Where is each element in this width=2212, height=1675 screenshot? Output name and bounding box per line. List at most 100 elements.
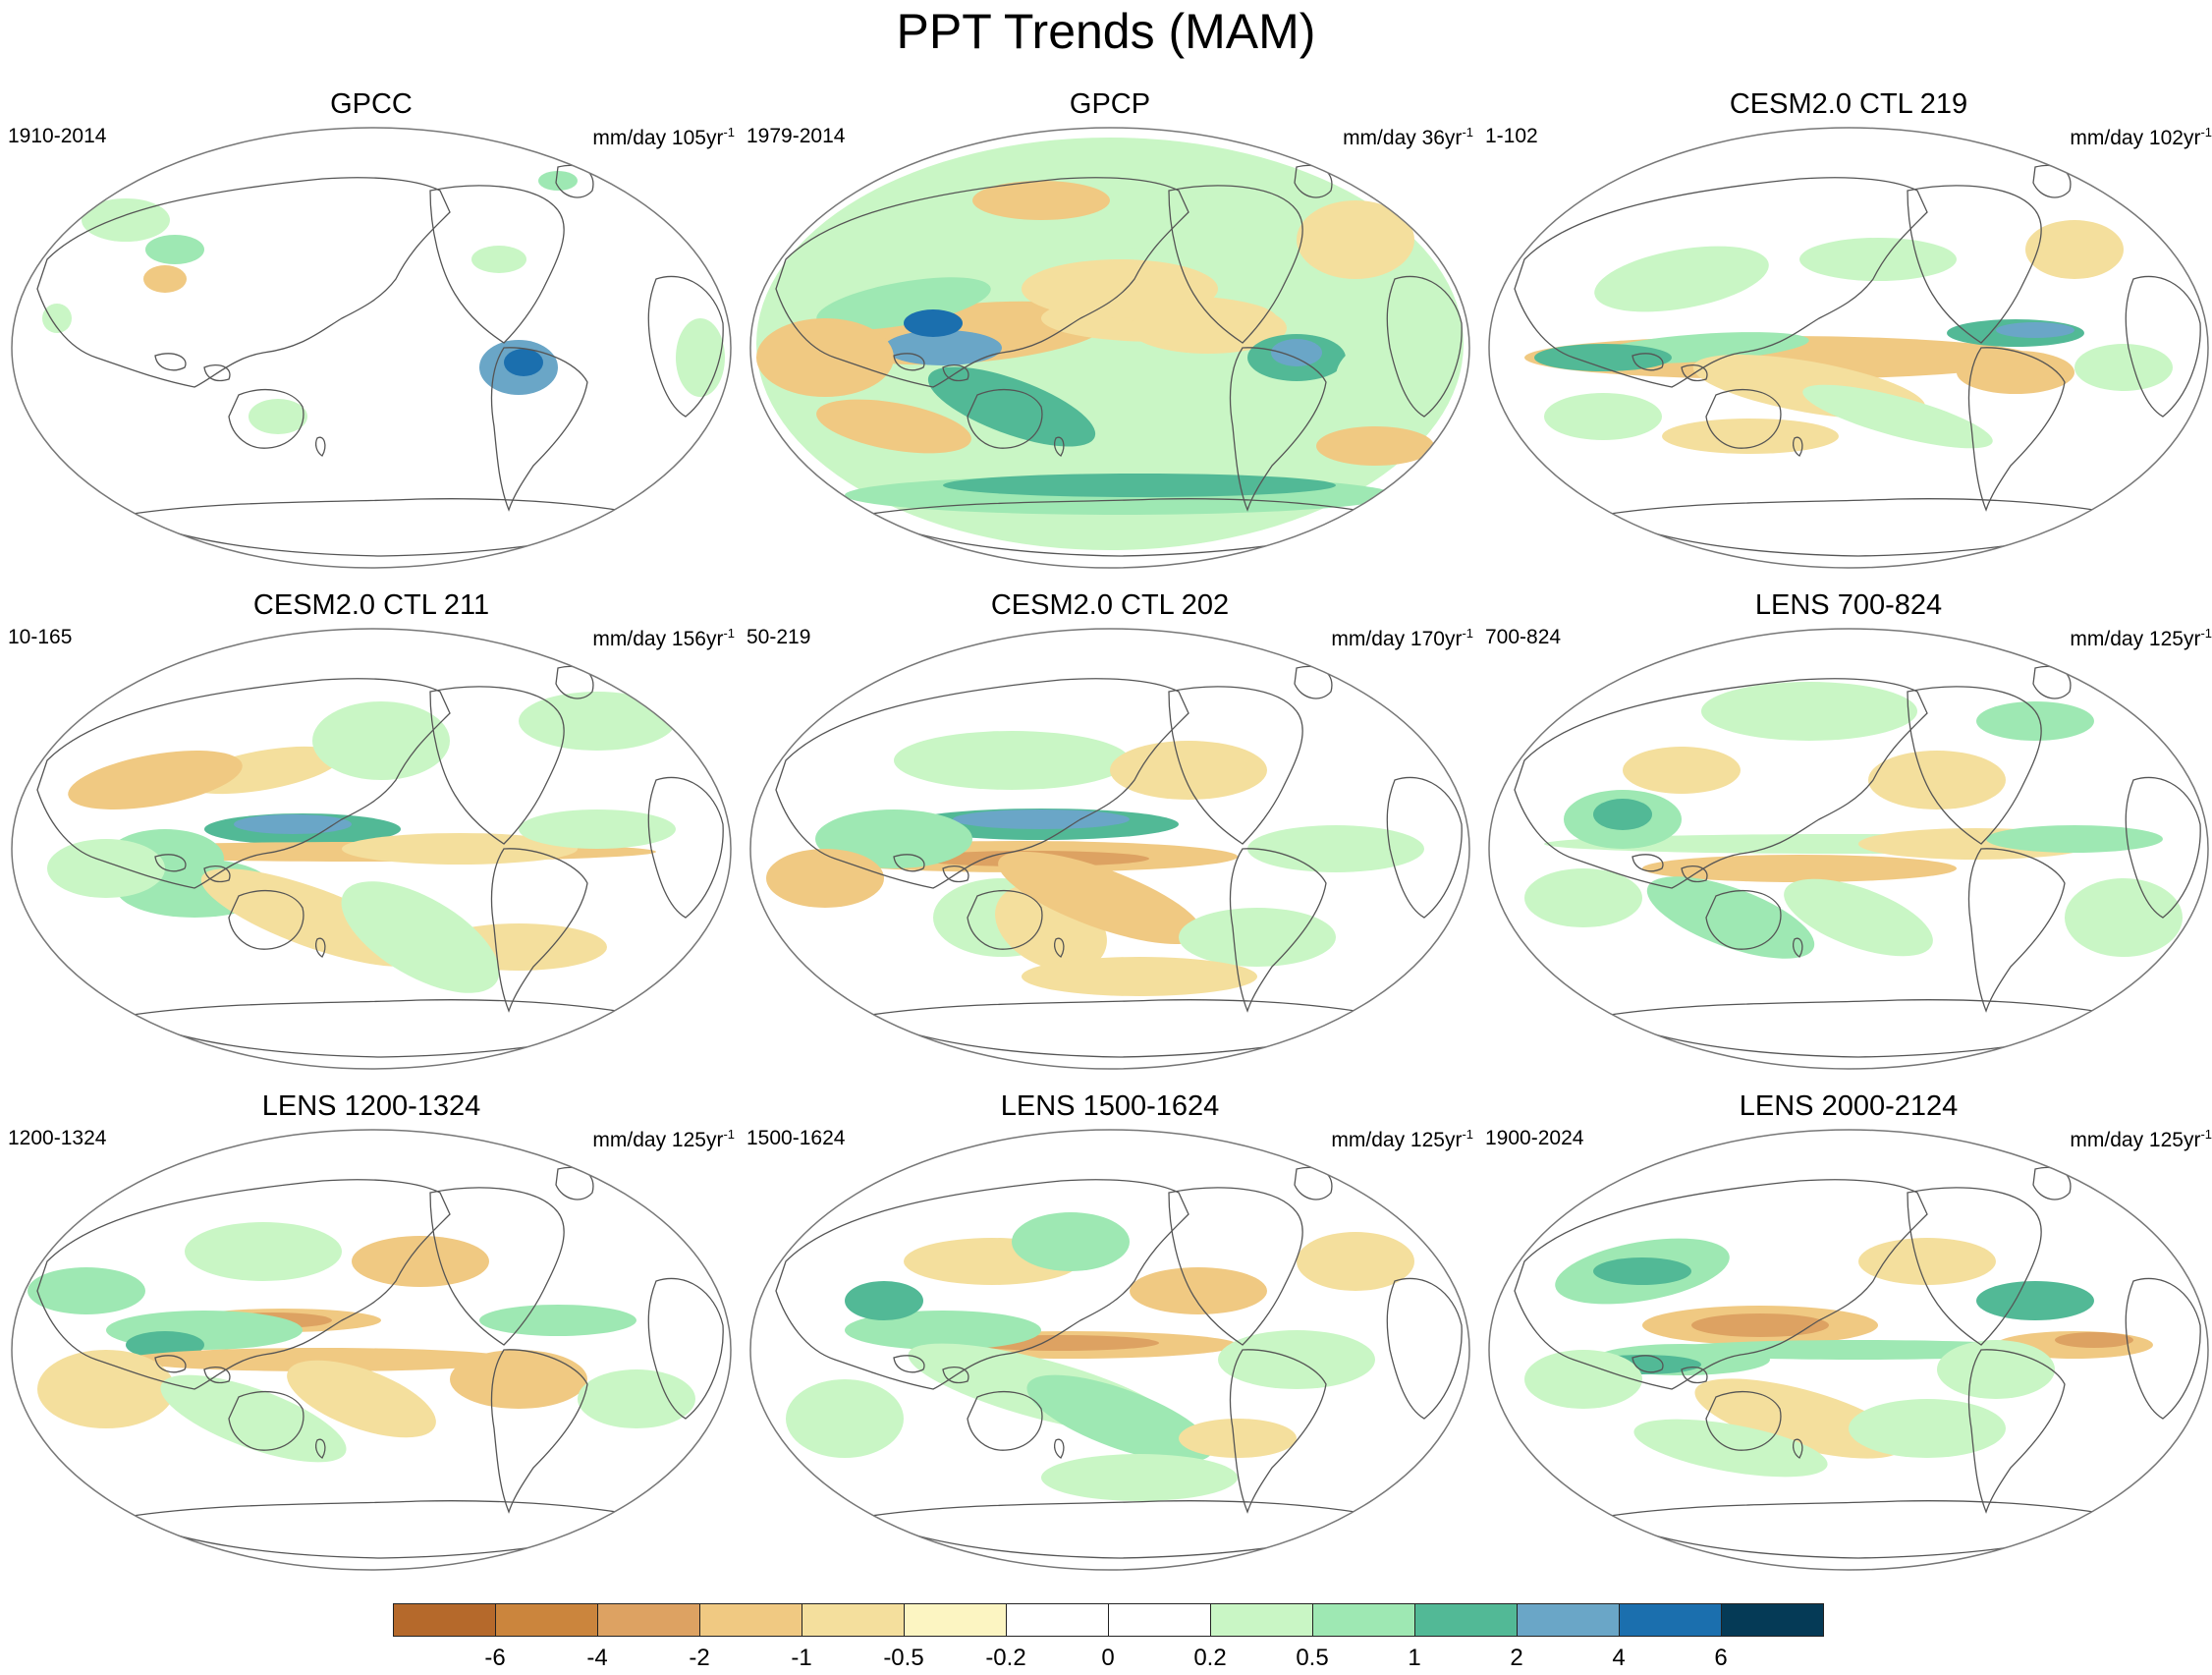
- panel-units-text: mm/day 170yr: [1331, 628, 1463, 650]
- trend-field: [1662, 419, 1839, 454]
- colorbar-swatch: [495, 1603, 598, 1637]
- colorbar-swatch: [904, 1603, 1007, 1637]
- coastline: [1907, 1187, 2042, 1346]
- colorbar-swatch: [1108, 1603, 1211, 1637]
- coastline: [942, 1367, 969, 1384]
- coastline: [203, 865, 231, 883]
- trend-field: [1022, 259, 1218, 318]
- panel-period: 10-165: [8, 626, 73, 648]
- coastline: [1168, 1187, 1303, 1346]
- trend-field: [126, 1348, 519, 1371]
- trend-field: [1858, 1238, 1996, 1285]
- trend-field: [352, 1236, 489, 1287]
- coastline: [967, 1391, 1043, 1451]
- map-panel: LENS 1500-1624 1500-1624 mm/day 125yr-1: [747, 1089, 1473, 1571]
- trend-field: [37, 1350, 175, 1428]
- colorbar-swatch: [1414, 1603, 1518, 1637]
- coastline: [1168, 686, 1303, 845]
- coastline: [1054, 1438, 1065, 1459]
- trend-field: [1594, 246, 1769, 312]
- trend-field: [786, 1379, 904, 1458]
- trend-field: [1080, 191, 1238, 250]
- trend-field: [904, 309, 963, 337]
- trend-field: [538, 171, 578, 191]
- world-map: [749, 628, 1470, 1070]
- colorbar-label: 6: [1714, 1645, 1728, 1671]
- panel-title: CESM2.0 CTL 211: [252, 589, 490, 621]
- world-map: [749, 127, 1470, 569]
- trend-field: [1623, 747, 1741, 794]
- map-border: [1488, 127, 2209, 569]
- map-panel: CESM2.0 CTL 202 50-219 mm/day 170yr-1: [747, 587, 1473, 1070]
- trend-field: [1593, 799, 1652, 830]
- trend-field: [312, 701, 450, 780]
- coastline: [154, 1355, 187, 1373]
- coastline: [1705, 890, 1782, 950]
- panel-units: mm/day 36yr-1: [1343, 120, 1473, 151]
- world-map: [11, 127, 732, 569]
- panel-title: LENS 2000-2124: [1739, 1090, 1959, 1122]
- trend-field: [1691, 1313, 1829, 1337]
- coastline: [1386, 1277, 1463, 1420]
- map-border: [11, 1129, 732, 1571]
- coastline: [775, 1179, 1189, 1390]
- coastline: [1793, 436, 1803, 457]
- coastline: [1681, 1367, 1708, 1384]
- panel-title: CESM2.0 CTL 202: [990, 589, 1230, 621]
- trend-field: [287, 1360, 436, 1438]
- trend-field: [578, 1369, 695, 1428]
- coastline: [1631, 353, 1664, 371]
- panel-units: mm/day 170yr-1: [1331, 621, 1473, 652]
- world-map: [1488, 127, 2209, 569]
- coastline: [429, 1187, 565, 1346]
- panel-units-exponent: -1: [1462, 1127, 1473, 1142]
- trend-field: [766, 849, 884, 908]
- coastline: [154, 854, 187, 872]
- panel-period: 1910-2014: [8, 125, 107, 147]
- trend-field: [1593, 1257, 1691, 1285]
- coastline: [228, 1391, 304, 1451]
- coastline: [967, 890, 1043, 950]
- map-panel: CESM2.0 CTL 211 10-165 mm/day 156yr-1: [8, 587, 735, 1070]
- trend-field: [2025, 220, 2124, 279]
- colorbar-label: 1: [1408, 1645, 1421, 1671]
- coastline: [1168, 185, 1303, 344]
- map-border: [749, 127, 1470, 569]
- panel-units: mm/day 125yr-1: [2070, 1122, 2212, 1153]
- colorbar-label: 2: [1510, 1645, 1523, 1671]
- coastline: [1793, 1438, 1803, 1459]
- coastline: [647, 275, 724, 418]
- trend-field: [185, 1222, 342, 1281]
- colorbar-swatch: [1517, 1603, 1620, 1637]
- coastline: [1705, 1391, 1782, 1451]
- coastline: [1681, 865, 1708, 883]
- world-map: [11, 628, 732, 1070]
- trend-field: [1976, 701, 2094, 741]
- coastline: [315, 436, 326, 457]
- coastline: [1386, 275, 1463, 418]
- world-map: [1488, 628, 2209, 1070]
- trend-field: [1868, 751, 2006, 810]
- coastline: [1386, 776, 1463, 919]
- coastline: [1229, 1349, 1327, 1514]
- coastline: [490, 848, 588, 1013]
- coastline: [315, 937, 326, 958]
- trend-field: [845, 1311, 1041, 1350]
- colorbar-swatch: [1006, 1603, 1109, 1637]
- coastline: [893, 1355, 925, 1373]
- panel-units-text: mm/day 125yr: [2070, 1129, 2201, 1151]
- colorbar-swatch: [699, 1603, 802, 1637]
- trend-field: [1986, 825, 2163, 853]
- coastline: [1514, 678, 1928, 889]
- trend-field: [1130, 1267, 1267, 1314]
- panel-units-text: mm/day 125yr: [592, 1129, 724, 1151]
- trend-field: [1026, 1374, 1213, 1463]
- coastline: [1631, 854, 1664, 872]
- panel-units-text: mm/day 156yr: [592, 628, 724, 650]
- colorbar-label: 4: [1612, 1645, 1626, 1671]
- trend-field: [676, 318, 725, 397]
- coastline: [942, 865, 969, 883]
- coastline: [1631, 1355, 1664, 1373]
- coastline: [1681, 364, 1708, 382]
- trend-field: [1849, 1399, 2006, 1458]
